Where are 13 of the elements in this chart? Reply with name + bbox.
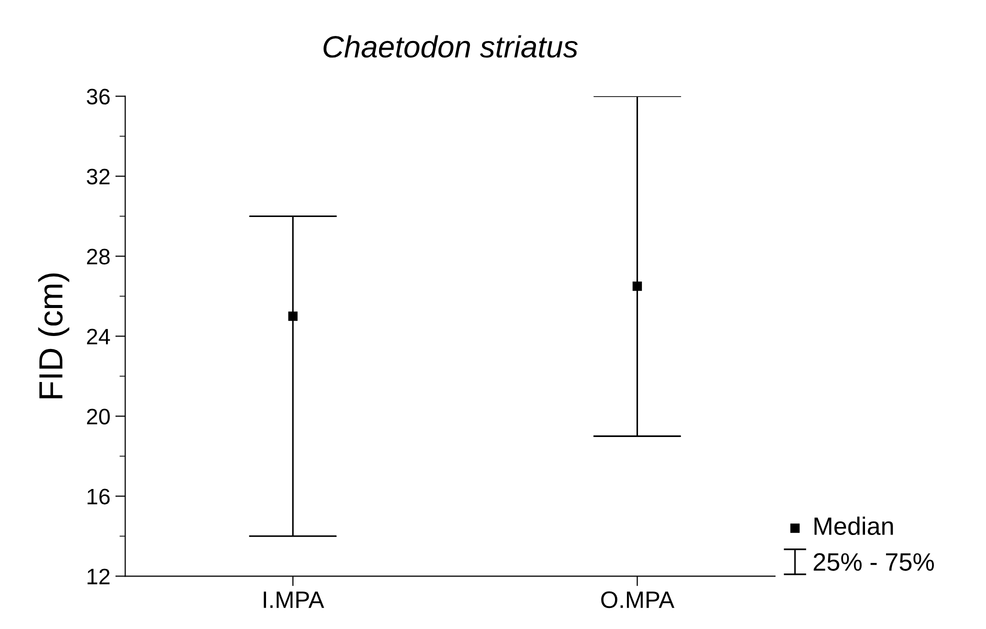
y-tick-label: 12: [88, 568, 110, 584]
y-tick-label: 28: [87, 248, 110, 264]
y-tick-label: 32: [86, 168, 110, 184]
legend-label: Median: [814, 516, 893, 536]
y-tick-label: 36: [86, 88, 110, 105]
chart-title: Chaetodon striatus: [324, 35, 578, 58]
x-tick-label: O.MPA: [601, 591, 674, 608]
x-tick-label: I.MPA: [264, 592, 324, 608]
y-tick-label: 24: [87, 328, 110, 344]
text: 25% - 75%: [814, 553, 934, 571]
y-tick-label: 20: [87, 408, 110, 424]
y-tick-label: 16: [88, 488, 110, 504]
y-axis-title: FID (cm): [38, 273, 70, 398]
